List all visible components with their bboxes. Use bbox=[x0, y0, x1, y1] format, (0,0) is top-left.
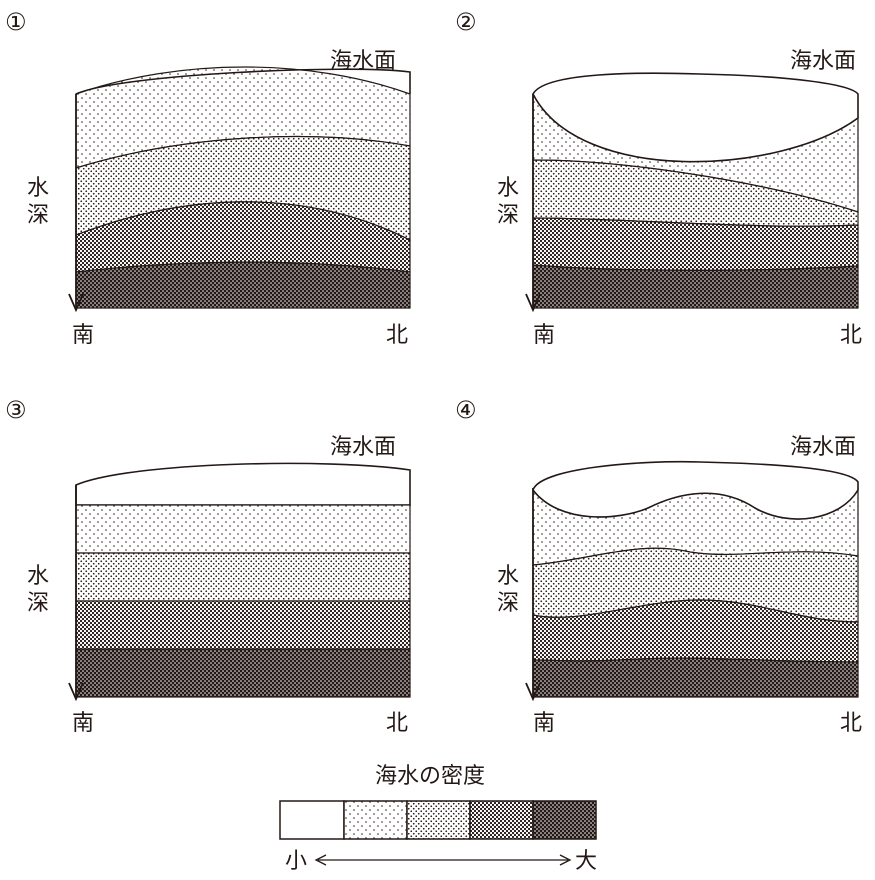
panel-3-surface-label: 海水面 bbox=[330, 435, 396, 460]
legend-swatch-1 bbox=[279, 800, 345, 840]
panel-3-depth-label-1: 水 bbox=[27, 564, 49, 589]
panel-1-south-label: 南 bbox=[72, 323, 94, 348]
panel-1-depth-label-2: 深 bbox=[27, 203, 49, 228]
legend-scale bbox=[279, 800, 597, 840]
legend-title: 海水の密度 bbox=[375, 764, 485, 789]
panel-4-south-label: 南 bbox=[533, 711, 555, 736]
panel-2-north-label: 北 bbox=[840, 323, 862, 348]
panel-4: ④ 海水面 水 深 南 北 bbox=[455, 396, 862, 736]
density-legend: 海水の密度 小 大 bbox=[279, 764, 597, 874]
panel-3-number: ③ bbox=[5, 396, 27, 424]
panel-1-depth-axis bbox=[68, 94, 84, 313]
panel-2-depth-axis bbox=[525, 94, 541, 313]
panel-3-south-label: 南 bbox=[72, 711, 94, 736]
panel-3-layer-lightest bbox=[75, 504, 411, 554]
panel-1-depth-label-1: 水 bbox=[27, 176, 49, 201]
legend-arrow bbox=[314, 854, 572, 866]
legend-large-label: 大 bbox=[575, 849, 597, 874]
panel-2-layer-dense bbox=[532, 217, 859, 271]
panel-2-depth-label-2: 深 bbox=[497, 203, 519, 228]
panel-3-depth-axis bbox=[68, 485, 84, 702]
panel-4-surface-label: 海水面 bbox=[790, 435, 856, 460]
panel-2: ② 海水面 水 深 南 北 bbox=[455, 8, 862, 348]
panel-3: ③ 海水面 水 深 南 北 bbox=[5, 396, 411, 736]
panel-1-number: ① bbox=[5, 8, 27, 36]
panel-4-depth-axis bbox=[525, 488, 541, 702]
panel-2-depth-label-1: 水 bbox=[497, 176, 519, 201]
legend-swatch-5 bbox=[532, 800, 597, 840]
panel-1-north-label: 北 bbox=[386, 323, 408, 348]
legend-swatch-3 bbox=[406, 800, 471, 840]
panel-2-south-label: 南 bbox=[533, 323, 555, 348]
panel-3-layer-light bbox=[75, 552, 411, 602]
panel-4-depth-label-2: 深 bbox=[497, 591, 519, 616]
legend-small-label: 小 bbox=[285, 849, 307, 874]
panel-1: ① 海水面 水 深 南 北 bbox=[5, 8, 411, 348]
panel-3-depth-label-2: 深 bbox=[27, 591, 49, 616]
panel-2-surface bbox=[532, 72, 859, 163]
panel-4-depth-label-1: 水 bbox=[497, 564, 519, 589]
panel-4-north-label: 北 bbox=[840, 711, 862, 736]
legend-swatch-4 bbox=[469, 800, 534, 840]
panel-2-surface-label: 海水面 bbox=[790, 49, 856, 74]
panel-3-layers bbox=[75, 462, 411, 698]
panel-2-layer-densest bbox=[532, 264, 859, 309]
panel-2-layers bbox=[532, 72, 859, 309]
panel-4-layers bbox=[532, 460, 859, 698]
panel-3-layer-dense bbox=[75, 600, 411, 650]
panel-3-layer-densest bbox=[75, 648, 411, 698]
panel-2-number: ② bbox=[455, 8, 477, 36]
panel-4-surface bbox=[532, 460, 859, 520]
panel-4-layer-densest bbox=[532, 657, 859, 698]
panel-1-layer-densest bbox=[75, 261, 411, 309]
panel-1-surface bbox=[75, 68, 411, 95]
panel-1-layers bbox=[75, 66, 411, 309]
legend-swatch-2 bbox=[343, 800, 408, 840]
panel-3-north-label: 北 bbox=[386, 711, 408, 736]
panel-3-layer-surface bbox=[75, 462, 411, 506]
panel-4-number: ④ bbox=[455, 396, 477, 424]
